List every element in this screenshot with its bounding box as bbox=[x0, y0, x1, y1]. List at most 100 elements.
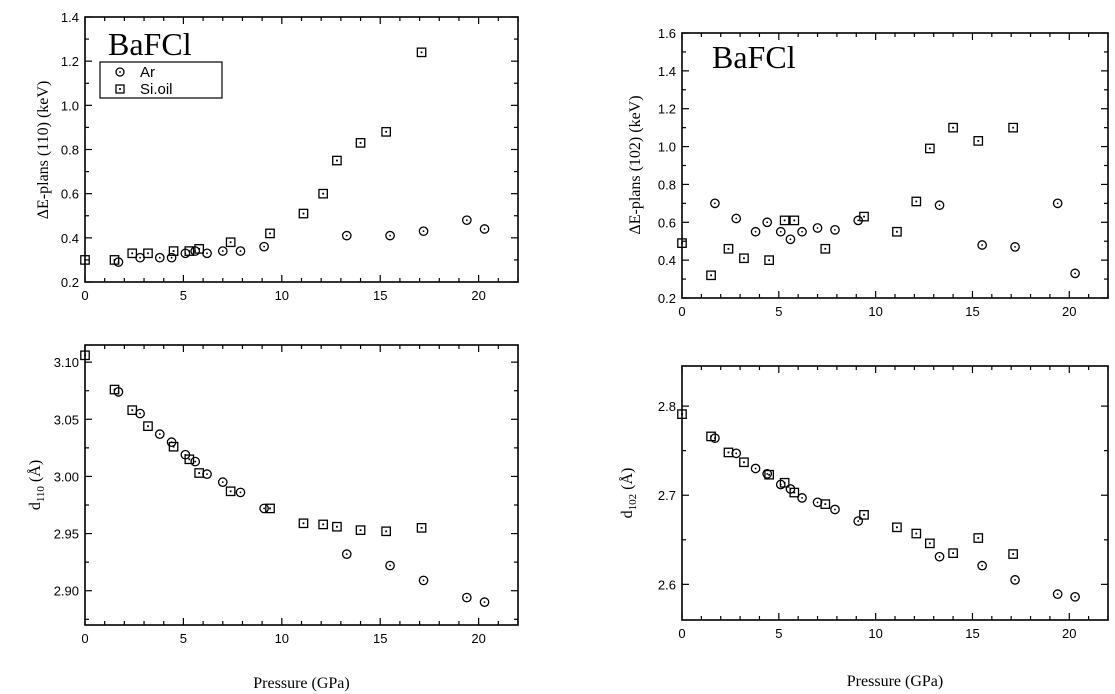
data-point-circle bbox=[385, 230, 395, 241]
data-point-circle bbox=[762, 217, 773, 228]
x-tick-label: 10 bbox=[868, 626, 882, 641]
data-point-center bbox=[863, 215, 865, 218]
chart-panel-p4: 0 5 10 15 20 2.6 2.7 2.8 d102 (Å) Pressure (GPa) bbox=[618, 365, 1109, 690]
data-point-square bbox=[143, 421, 153, 431]
data-point-center bbox=[345, 553, 348, 556]
y-tick-label: 0.8 bbox=[658, 177, 676, 192]
x-tick-label: 15 bbox=[373, 631, 387, 646]
x-tick-label: 5 bbox=[775, 304, 782, 319]
series-si-oil bbox=[80, 47, 427, 265]
data-point-circle bbox=[341, 549, 352, 559]
y-tick-label: 2.95 bbox=[54, 527, 79, 542]
x-tick-label: 5 bbox=[775, 626, 782, 641]
y-axis-label: ΔE-plans (102) (keV) bbox=[627, 95, 644, 234]
data-point-square bbox=[127, 405, 138, 415]
data-point-center bbox=[977, 537, 980, 539]
data-point-center bbox=[198, 247, 201, 250]
data-point-center bbox=[131, 409, 134, 412]
data-point-center bbox=[322, 192, 325, 195]
data-point-square bbox=[298, 208, 309, 219]
data-point-center bbox=[206, 473, 208, 476]
data-point-center bbox=[1012, 126, 1015, 129]
data-point-center bbox=[483, 601, 486, 604]
data-point-square bbox=[225, 486, 236, 497]
data-point-square bbox=[973, 136, 984, 146]
data-point-circle bbox=[762, 468, 773, 479]
data-point-square bbox=[677, 238, 687, 248]
data-point-center bbox=[465, 596, 468, 599]
data-point-center bbox=[863, 513, 865, 516]
data-point-circle bbox=[217, 246, 228, 256]
data-point-square bbox=[820, 243, 831, 254]
data-point-square bbox=[859, 509, 869, 520]
data-point-center bbox=[131, 252, 134, 255]
data-point-center bbox=[1012, 553, 1015, 555]
data-point-center bbox=[158, 256, 161, 259]
y-tick-label: 1.2 bbox=[658, 102, 676, 117]
x-tick-label: 10 bbox=[275, 631, 289, 646]
data-point-center bbox=[221, 250, 224, 252]
data-point-center bbox=[681, 242, 683, 245]
legend-marker-circle bbox=[115, 67, 125, 77]
data-point-center bbox=[981, 564, 984, 567]
data-point-square bbox=[332, 521, 342, 532]
x-axis-label: Pressure (GPa) bbox=[847, 673, 943, 690]
data-point-circle bbox=[731, 448, 742, 459]
y-tick-label: 1.0 bbox=[658, 140, 676, 155]
data-point-square bbox=[706, 431, 716, 442]
data-point-center bbox=[783, 481, 786, 484]
data-point-circle bbox=[934, 200, 945, 211]
data-point-square bbox=[127, 248, 138, 259]
y-tick-label: 3.05 bbox=[54, 412, 79, 427]
data-point-center bbox=[1014, 578, 1016, 581]
data-point-center bbox=[915, 200, 918, 203]
data-point-center bbox=[754, 230, 757, 233]
data-point-center bbox=[710, 435, 712, 438]
legend-marker-square bbox=[115, 84, 125, 94]
data-point-circle bbox=[461, 592, 472, 603]
data-point-center bbox=[229, 241, 232, 244]
data-point-center bbox=[977, 139, 980, 142]
data-point-center bbox=[766, 221, 769, 224]
data-point-square bbox=[789, 215, 800, 226]
data-point-square bbox=[677, 409, 687, 419]
data-point-circle bbox=[235, 246, 246, 256]
y-tick-label: 2.7 bbox=[658, 488, 676, 503]
data-point-circle bbox=[217, 477, 228, 487]
data-point-center bbox=[783, 219, 786, 222]
data-point-center bbox=[322, 523, 325, 526]
data-point-square bbox=[911, 196, 922, 207]
y-tick-label: 0.4 bbox=[658, 253, 676, 268]
data-point-center bbox=[1014, 245, 1016, 248]
data-point-square bbox=[225, 237, 236, 248]
y-tick-label: 0.6 bbox=[61, 187, 79, 202]
y-tick-label: 0.2 bbox=[658, 291, 676, 306]
data-point-center bbox=[113, 259, 116, 261]
data-point-center bbox=[735, 217, 738, 220]
data-point-square bbox=[925, 143, 935, 154]
data-point-center bbox=[385, 130, 388, 133]
data-point-square bbox=[416, 523, 427, 533]
data-point-center bbox=[229, 490, 232, 493]
data-point-center bbox=[359, 529, 362, 532]
data-point-square bbox=[168, 441, 179, 452]
data-point-center bbox=[422, 230, 425, 233]
data-point-square bbox=[739, 457, 749, 468]
x-axis-label: Pressure (GPa) bbox=[253, 675, 349, 692]
data-point-square bbox=[80, 255, 90, 265]
data-point-square bbox=[948, 122, 958, 133]
legend-marker-dot bbox=[119, 88, 121, 90]
data-point-center bbox=[221, 481, 224, 484]
data-point-center bbox=[483, 228, 486, 230]
data-point-circle bbox=[190, 456, 201, 467]
x-tick-label: 20 bbox=[471, 631, 485, 646]
data-point-circle bbox=[385, 560, 395, 571]
data-point-center bbox=[158, 433, 161, 436]
data-point-center bbox=[194, 460, 197, 463]
data-point-center bbox=[793, 491, 796, 494]
data-point-square bbox=[109, 255, 120, 265]
data-point-center bbox=[84, 354, 86, 357]
series-si-oil bbox=[80, 350, 427, 537]
data-point-center bbox=[789, 238, 792, 241]
